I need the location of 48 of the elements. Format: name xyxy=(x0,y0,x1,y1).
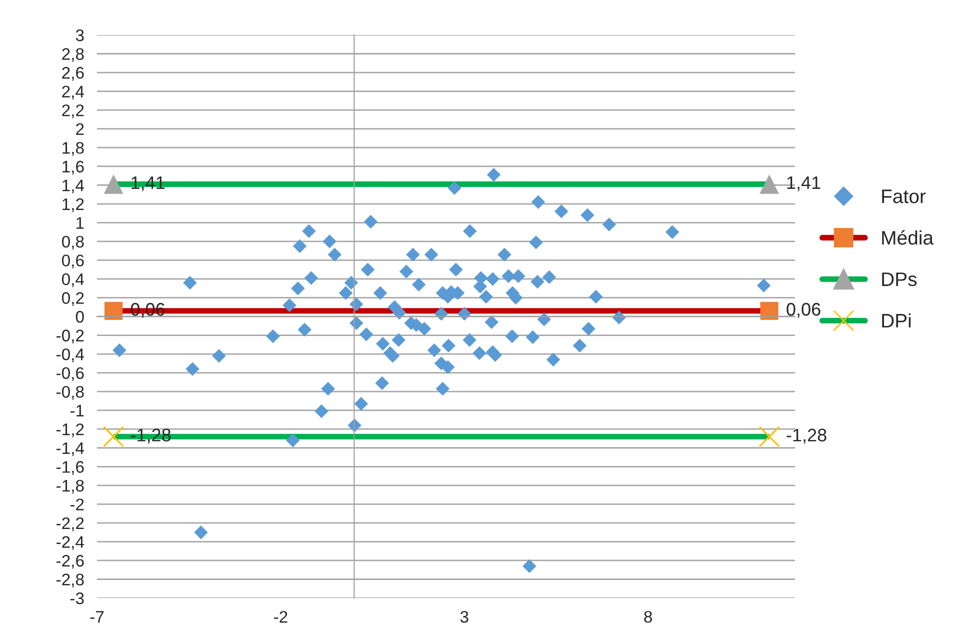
y-tick-label: -2,6 xyxy=(56,554,84,569)
data-label: 1,41 xyxy=(787,176,820,192)
y-tick-label: -2,2 xyxy=(56,517,84,532)
legend-label: DPs xyxy=(882,272,917,286)
x-tick-label: -7 xyxy=(90,611,104,623)
legend-label: Fator xyxy=(882,190,926,204)
y-tick-label: -0,2 xyxy=(56,330,84,344)
y-tick-label: 0,2 xyxy=(62,292,84,306)
y-tick-label: -1,4 xyxy=(56,442,84,456)
point xyxy=(758,426,780,448)
y-tick-label: 1,6 xyxy=(62,160,84,175)
y-tick-label: 0,8 xyxy=(62,236,84,250)
x-tick-label: -2 xyxy=(274,610,288,623)
point xyxy=(102,426,124,448)
y-tick-label: -1 xyxy=(70,404,84,416)
y-tick-label: -0,8 xyxy=(56,386,84,400)
y-tick-label: 2,6 xyxy=(62,66,84,81)
legend-label: DPi xyxy=(882,313,911,328)
point xyxy=(760,302,778,320)
y-tick-label: -3 xyxy=(70,592,84,604)
data-label: -1,28 xyxy=(786,428,826,444)
legend-label: Média xyxy=(882,230,934,245)
y-tick-label: 2,2 xyxy=(62,104,84,118)
y-tick-label: -2,8 xyxy=(56,574,84,588)
point xyxy=(104,302,123,320)
y-tick-label: 2 xyxy=(76,123,84,135)
y-tick-label: 2,4 xyxy=(62,86,84,100)
y-tick-label: 1,2 xyxy=(62,198,84,212)
y-tick-label: 0,4 xyxy=(62,273,84,288)
y-tick-label: 3 xyxy=(76,29,84,42)
y-tick-label: -2,4 xyxy=(56,536,84,550)
y-tick-label: -2 xyxy=(70,498,84,510)
x-tick-label: 3 xyxy=(460,610,468,623)
y-tick-label: 1 xyxy=(76,217,84,229)
y-tick-label: 1,4 xyxy=(62,180,84,194)
y-tick-label: 1,8 xyxy=(62,142,84,156)
y-tick-label: -1,8 xyxy=(56,480,84,494)
y-tick-label: 0 xyxy=(76,310,84,323)
point xyxy=(760,174,780,194)
y-tick-label: -0,6 xyxy=(56,367,84,381)
y-tick-label: 0,6 xyxy=(62,254,84,268)
y-tick-label: 2,8 xyxy=(62,48,84,62)
point xyxy=(104,174,124,194)
y-tick-label: -0,4 xyxy=(56,348,84,362)
y-tick-label: -1,2 xyxy=(56,424,84,438)
data-label: 0,06 xyxy=(786,302,820,318)
x-tick-label: 8 xyxy=(644,610,652,623)
y-tick-label: -1,6 xyxy=(56,461,84,475)
